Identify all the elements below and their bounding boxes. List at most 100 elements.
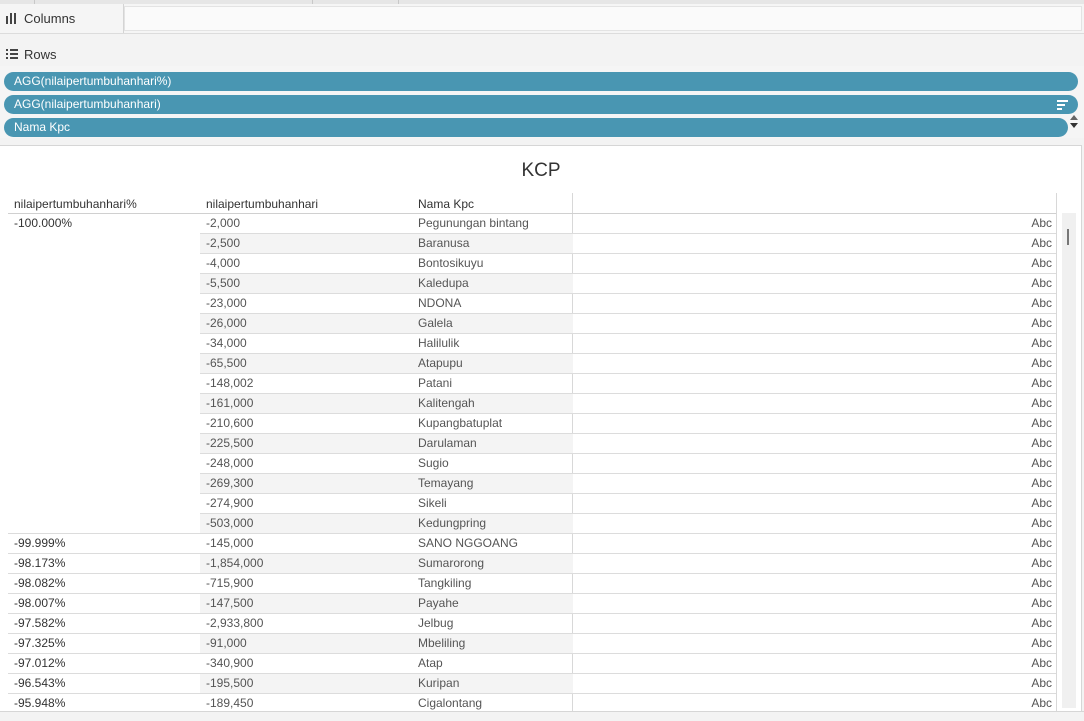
table-row[interactable]: -98.082% -715,900 Tangkiling Abc [0,574,1060,594]
table-row[interactable]: -96.543% -195,500 Kuripan Abc [0,674,1060,694]
row-pill-pct[interactable]: AGG(nilaipertumbuhanhari%) [4,72,1078,91]
table-row[interactable]: -274,900 Sikeli Abc [0,494,1060,514]
cell-pct: -99.999% [14,536,66,550]
table-row[interactable]: -99.999% -145,000 SANO NGGOANG Abc [0,534,1060,554]
columns-shelf: Columns [0,4,1084,34]
table-row[interactable]: -210,600 Kupangbatuplat Abc [0,414,1060,434]
cell-value: -225,500 [206,436,254,450]
cell-pct: -96.543% [14,676,66,690]
table-row[interactable]: -34,000 Halilulik Abc [0,334,1060,354]
row-band [573,274,1056,293]
table-row[interactable]: -98.007% -147,500 Payahe Abc [0,594,1060,614]
table-row[interactable]: -98.173% -1,854,000 Sumarorong Abc [0,554,1060,574]
row-band [573,374,1056,393]
column-divider [1056,193,1057,711]
cell-abc: Abc [1031,236,1052,250]
row-band [573,554,1056,573]
cell-abc: Abc [1031,496,1052,510]
rows-icon [6,48,18,60]
cell-value: -2,000 [206,216,241,230]
table-row[interactable]: -97.325% -91,000 Mbeliling Abc [0,634,1060,654]
cell-kpc: Jelbug [418,616,454,630]
row-divider [8,673,1056,674]
cell-kpc: Bontosikuyu [418,256,484,270]
row-band [573,594,1056,613]
columns-icon [6,13,18,24]
header-kpc[interactable]: Nama Kpc [418,197,475,211]
cell-kpc: Temayang [418,476,474,490]
cell-kpc: Mbeliling [418,636,466,650]
table-row[interactable]: -97.012% -340,900 Atap Abc [0,654,1060,674]
table-row[interactable]: -161,000 Kalitengah Abc [0,394,1060,414]
cell-pct: -98.082% [14,576,66,590]
table-row[interactable]: -269,300 Temayang Abc [0,474,1060,494]
table-row[interactable]: -95.948% -189,450 Cigalontang Abc [0,694,1060,711]
table-row[interactable]: -4,000 Bontosikuyu Abc [0,254,1060,274]
cell-value: -1,854,000 [206,556,264,570]
cell-abc: Abc [1031,296,1052,310]
cell-kpc: SANO NGGOANG [418,536,519,550]
row-band [573,254,1056,273]
sheet-title: KCP [521,160,561,181]
cell-kpc: Galela [418,316,453,330]
cell-kpc: Kuripan [418,676,460,690]
table-row[interactable]: -248,000 Sugio Abc [0,454,1060,474]
rows-shelf-scroll[interactable] [1068,114,1080,136]
cell-value: -34,000 [206,336,247,350]
row-divider [200,373,1056,374]
row-divider [200,473,1056,474]
cell-abc: Abc [1031,516,1052,530]
row-pill-kpc[interactable]: Nama Kpc [4,118,1068,137]
cell-value: -5,500 [206,276,241,290]
table-row[interactable]: -97.582% -2,933,800 Jelbug Abc [0,614,1060,634]
table-row[interactable]: -26,000 Galela Abc [0,314,1060,334]
cell-pct: -97.325% [14,636,66,650]
row-band [573,534,1056,553]
cell-abc: Abc [1031,356,1052,370]
row-divider [200,293,1056,294]
cell-value: -4,000 [206,256,241,270]
table-row[interactable]: -5,500 Kaledupa Abc [0,274,1060,294]
table-row[interactable]: -65,500 Atapupu Abc [0,354,1060,374]
cell-pct: -97.012% [14,656,66,670]
cell-abc: Abc [1031,216,1052,230]
row-pill-value[interactable]: AGG(nilaipertumbuhanhari) [4,95,1078,114]
header-pct[interactable]: nilaipertumbuhanhari% [14,197,137,211]
table-row[interactable]: -148,002 Patani Abc [0,374,1060,394]
sort-descending-icon[interactable] [1057,100,1068,110]
cell-abc: Abc [1031,316,1052,330]
columns-label: Columns [24,11,76,26]
scroll-up-icon[interactable] [1070,115,1078,120]
columns-drop-area[interactable] [124,6,1082,31]
table-row[interactable]: -503,000 Kedungpring Abc [0,514,1060,534]
scrollbar-thumb[interactable] [1067,229,1069,245]
row-band [573,694,1056,711]
cell-pct: -95.948% [14,696,66,710]
cell-abc: Abc [1031,536,1052,550]
table-row[interactable]: -2,500 Baranusa Abc [0,234,1060,254]
row-divider [200,513,1056,514]
row-divider [200,253,1056,254]
header-value[interactable]: nilaipertumbuhanhari [206,197,319,211]
cell-kpc: Sumarorong [418,556,485,570]
row-pill-value-label: AGG(nilaipertumbuhanhari) [14,97,161,111]
table-row[interactable]: -23,000 NDONA Abc [0,294,1060,314]
row-band [573,434,1056,453]
row-band [573,354,1056,373]
table-row[interactable]: -225,500 Darulaman Abc [0,434,1060,454]
row-divider [200,273,1056,274]
row-band [573,214,1056,233]
row-band [573,494,1056,513]
scroll-down-icon[interactable] [1070,123,1078,128]
row-band [573,294,1056,313]
cell-value: -26,000 [206,316,247,330]
vertical-scrollbar[interactable] [1062,213,1076,708]
cell-value: -340,900 [206,656,254,670]
row-band [573,414,1056,433]
cell-abc: Abc [1031,676,1052,690]
cell-pct: -98.007% [14,596,66,610]
cell-value: -161,000 [206,396,254,410]
cell-value: -23,000 [206,296,247,310]
row-divider [8,693,1056,694]
table-row[interactable]: -100.000% -2,000 Pegunungan bintang Abc [0,214,1060,234]
